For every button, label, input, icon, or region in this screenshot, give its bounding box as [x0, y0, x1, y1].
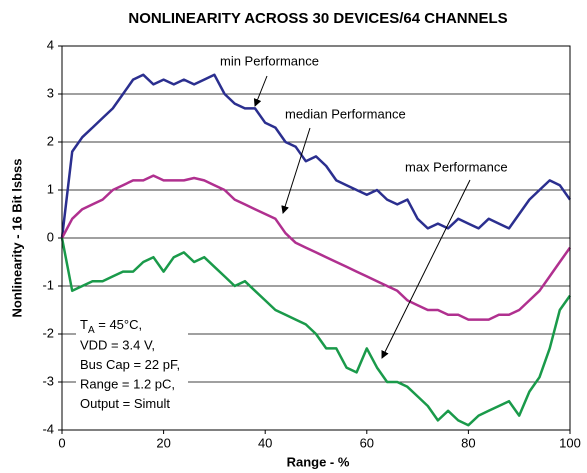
- series-annotation: min Performance: [220, 53, 319, 68]
- arrow: [253, 75, 268, 107]
- note-line: Output = Simult: [80, 396, 170, 411]
- x-axis-label: Range - %: [287, 454, 350, 469]
- arrow: [381, 179, 471, 359]
- y-tick-label: -1: [42, 277, 54, 292]
- y-axis-label: Nonlinearity - 16 Bit lsbss: [9, 159, 24, 318]
- y-tick-label: 2: [47, 133, 54, 148]
- y-tick-label: 1: [47, 181, 54, 196]
- plot-frame: [61, 45, 571, 431]
- y-tick-label: -4: [42, 421, 54, 436]
- x-tick-label: 80: [461, 435, 475, 450]
- y-tick-label: 3: [47, 85, 54, 100]
- note-box: [76, 312, 188, 412]
- note-line: Bus Cap = 22 pF,: [80, 357, 180, 372]
- note-line: VDD = 3.4 V,: [80, 337, 155, 352]
- note-text: = 45°C,: [95, 317, 142, 332]
- y-tick-label: 4: [47, 37, 54, 52]
- chart-title: NONLINEARITY ACROSS 30 DEVICES/64 CHANNE…: [128, 10, 507, 27]
- y-tick-label: 0: [47, 229, 54, 244]
- y-tick-label: -3: [42, 373, 54, 388]
- x-tick-label: 60: [360, 435, 374, 450]
- series-line: [60, 237, 572, 427]
- x-tick-label: 20: [156, 435, 170, 450]
- note-text: T: [80, 317, 88, 332]
- note-sub: A: [88, 325, 95, 336]
- lines: [60, 73, 572, 427]
- x-tick-label: 0: [58, 435, 65, 450]
- note-line: TA = 45°C,: [80, 317, 142, 335]
- series-annotation: median Performance: [285, 106, 406, 121]
- y-tick-label: -2: [42, 325, 54, 340]
- annotations: min Performance median Performance max Per…: [220, 53, 508, 174]
- arrow: [281, 127, 311, 214]
- series-line: [60, 73, 572, 239]
- x-tick-label: 40: [258, 435, 272, 450]
- x-tick-label: 100: [559, 435, 581, 450]
- note-line: Range = 1.2 pC,: [80, 376, 175, 391]
- series-line: [60, 174, 572, 321]
- note: VDD = 3.4 V, Bus Cap = 22 pF, Range = 1.2 …: [80, 337, 180, 411]
- series-annotation: max Performance: [405, 159, 508, 174]
